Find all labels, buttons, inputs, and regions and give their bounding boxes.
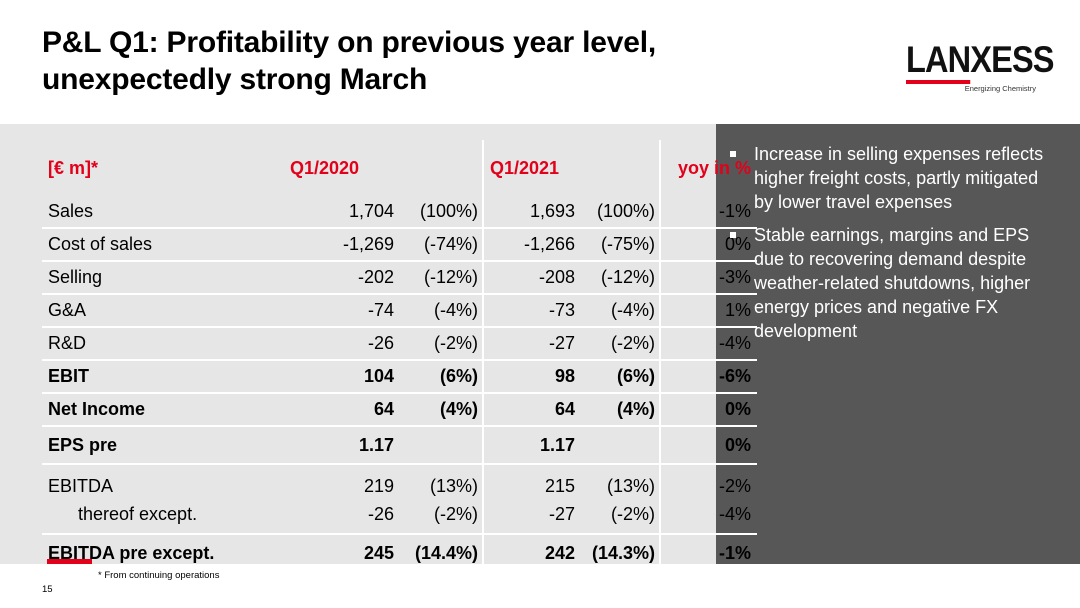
- table-row-selling: Selling -202 (-12%) -208 (-12%) -3%: [42, 261, 757, 295]
- bullet-square-icon: [730, 151, 736, 157]
- commentary-panel: [716, 124, 1080, 564]
- accent-bar: [47, 559, 92, 564]
- table-row-net-income: Net Income 64 (4%) 64 (4%) 0%: [42, 393, 757, 427]
- page-number: 15: [42, 584, 53, 595]
- title-line-1: P&L Q1: Profitability on previous year l…: [42, 26, 656, 59]
- lanxess-logo: LANXESS Energizing Chemistry: [906, 39, 1055, 96]
- header-unit: [€ m]*: [48, 157, 99, 178]
- table-row-ebitda: EBITDA 219 (13%) 215 (13%) -2%: [42, 464, 757, 501]
- table-row-ebitda-pre-except: EBITDA pre except. 245 (14.4%) 242 (14.3…: [42, 534, 757, 571]
- table-row-sales: Sales 1,704 (100%) 1,693 (100%) -1%: [42, 196, 757, 229]
- header-q1-2021: Q1/2021: [490, 157, 560, 178]
- table-row-thereof-except: thereof except. -26 (-2%) -27 (-2%) -4%: [42, 501, 757, 535]
- commentary-bullets: Increase in selling expenses reflects hi…: [728, 142, 1048, 352]
- logo-wordmark: LANXESS: [906, 39, 1055, 84]
- table-header-row: [€ m]* Q1/2020 Q1/2021 yoy in %: [42, 140, 757, 196]
- bullet-item: Stable earnings, margins and EPS due to …: [728, 223, 1048, 344]
- footnote: * From continuing operations: [98, 570, 220, 581]
- table-row-rd: R&D -26 (-2%) -27 (-2%) -4%: [42, 327, 757, 361]
- pl-table: [€ m]* Q1/2020 Q1/2021 yoy in % Sales 1,…: [42, 140, 757, 571]
- bullet-item: Increase in selling expenses reflects hi…: [728, 142, 1048, 215]
- slide-title: P&L Q1: Profitability on previous year l…: [42, 24, 656, 98]
- title-line-2: unexpectedly strong March: [42, 63, 428, 96]
- table-row-cost-of-sales: Cost of sales -1,269 (-74%) -1,266 (-75%…: [42, 228, 757, 262]
- table-row-eps-pre: EPS pre 1.17 1.17 0%: [42, 426, 757, 465]
- table-row-ga: G&A -74 (-4%) -73 (-4%) 1%: [42, 294, 757, 328]
- header-yoy: yoy in %: [677, 157, 751, 178]
- bullet-square-icon: [730, 231, 736, 238]
- logo-tagline: Energizing Chemistry: [964, 84, 1036, 93]
- header-q1-2020: Q1/2020: [290, 157, 360, 178]
- table-row-ebit: EBIT 104 (6%) 98 (6%) -6%: [42, 360, 757, 394]
